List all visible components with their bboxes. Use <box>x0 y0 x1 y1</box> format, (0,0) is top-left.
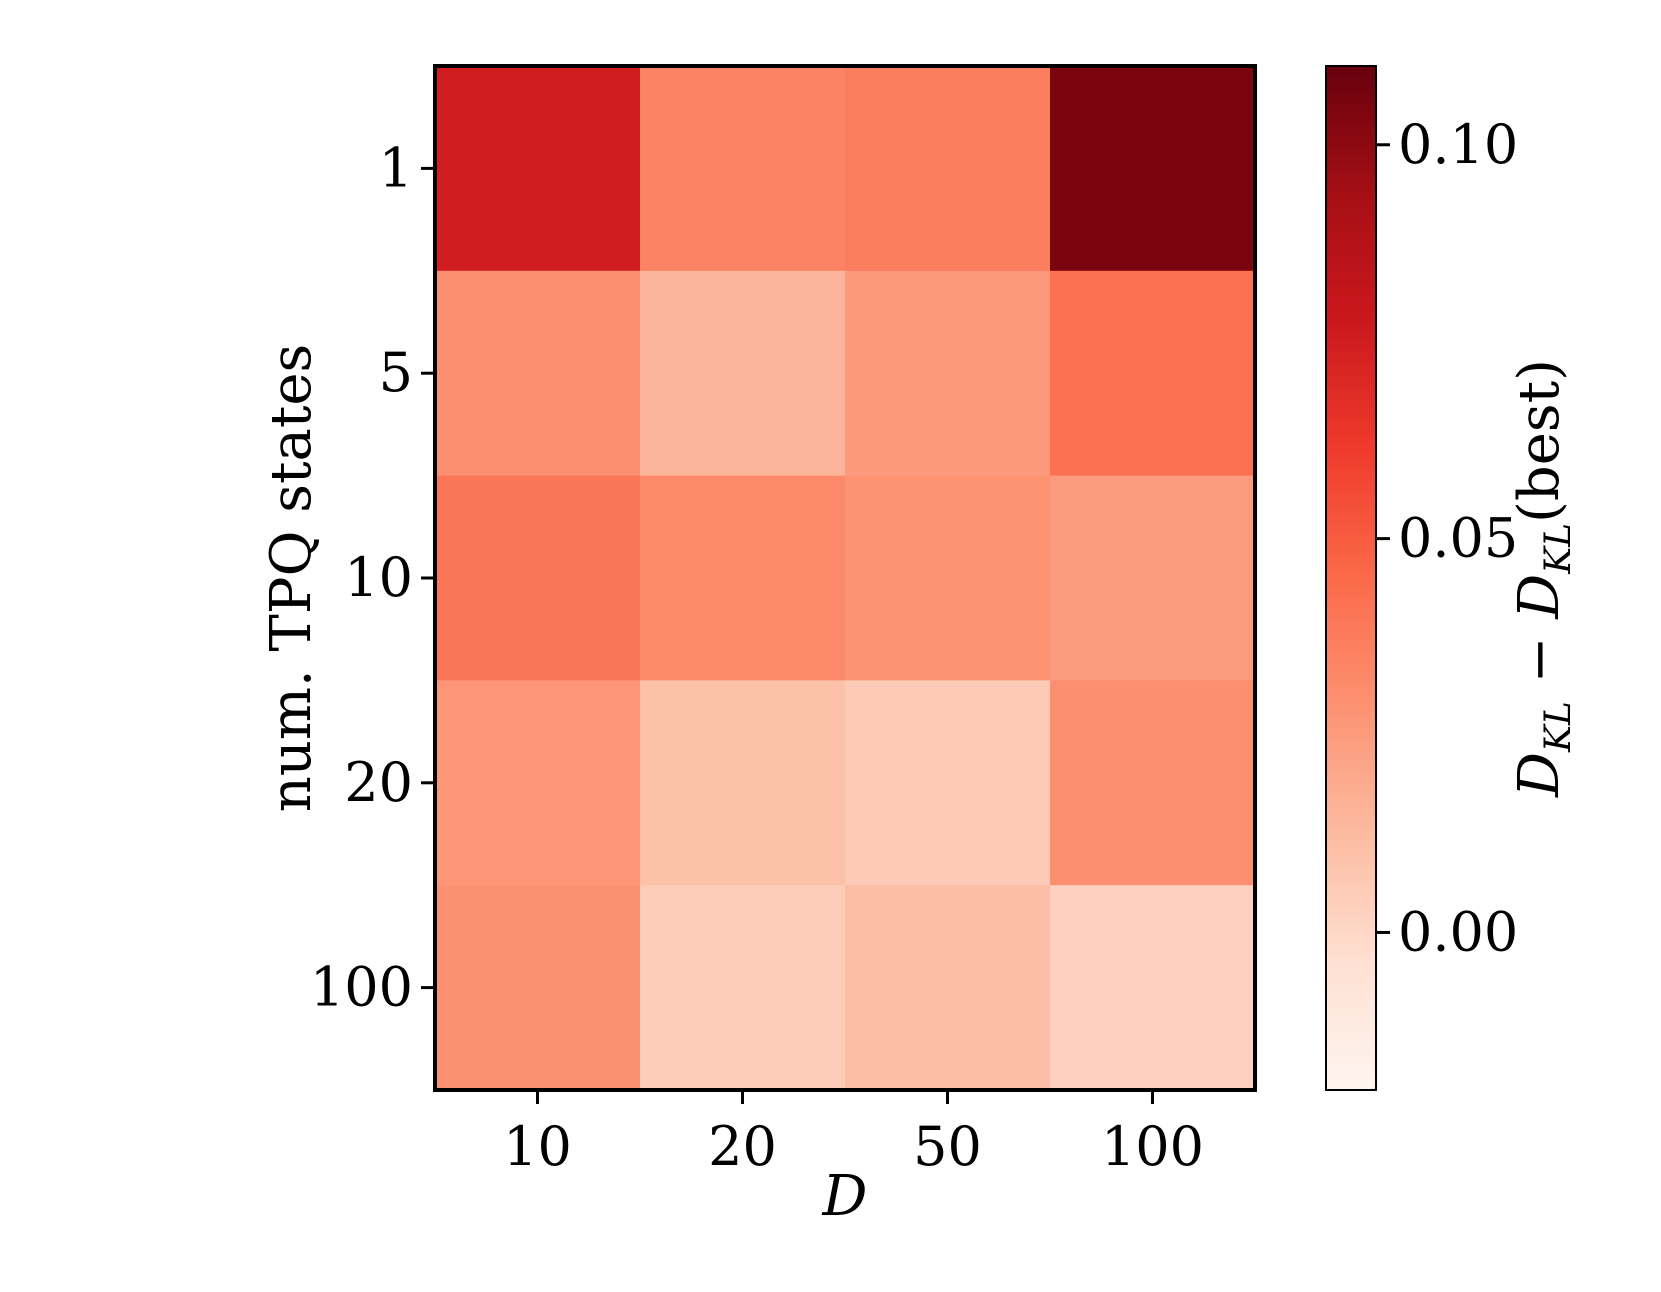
heatmap-cell <box>1050 66 1256 272</box>
colorbar-label: DKL − DKL(best) <box>1507 359 1579 798</box>
heatmap-cell <box>1050 270 1256 477</box>
x-tick-label: 20 <box>708 1115 777 1178</box>
heatmap-cell <box>640 475 846 681</box>
heatmap-cells <box>435 66 1256 1091</box>
colorbar <box>1325 65 1377 1091</box>
heatmap-cell <box>435 680 641 886</box>
y-tick-label: 20 <box>344 751 413 814</box>
colorbar-tick-label: 0.00 <box>1398 900 1518 963</box>
y-tick-label: 10 <box>344 546 413 609</box>
y-axis-title: num. TPQ states <box>259 344 324 813</box>
heatmap-cell <box>640 885 846 1091</box>
heatmap-cell <box>435 270 641 477</box>
colorbar-tick-label: 0.10 <box>1398 113 1518 176</box>
heatmap-cell <box>640 66 846 272</box>
x-tick-label: 10 <box>503 1115 572 1178</box>
heatmap-cell <box>640 270 846 477</box>
y-tick-label: 5 <box>379 341 413 404</box>
y-tick-label: 1 <box>379 136 413 199</box>
colorbar-ticks: 0.00 0.05 0.10 <box>1376 113 1518 963</box>
heatmap-cell <box>845 885 1051 1091</box>
heatmap-cell <box>845 66 1051 272</box>
x-tick-label: 100 <box>1101 1115 1204 1178</box>
colorbar-tick-label: 0.05 <box>1398 507 1518 570</box>
heatmap-cell <box>845 270 1051 477</box>
y-axis-ticks: 1 5 10 20 100 <box>310 136 435 1019</box>
heatmap-cell <box>640 680 846 886</box>
heatmap-cell <box>435 475 641 681</box>
heatmap-cell <box>845 680 1051 886</box>
x-axis-ticks: 10 20 50 100 <box>503 1090 1204 1178</box>
x-axis-title: D <box>822 1164 868 1229</box>
heatmap-cell <box>1050 680 1256 886</box>
x-tick-label: 50 <box>913 1115 982 1178</box>
heatmap-cell <box>1050 475 1256 681</box>
heatmap-cell <box>845 475 1051 681</box>
heatmap-cell <box>435 885 641 1091</box>
heatmap-cell <box>1050 885 1256 1091</box>
y-tick-label: 100 <box>310 956 413 1019</box>
heatmap-cell <box>435 66 641 272</box>
